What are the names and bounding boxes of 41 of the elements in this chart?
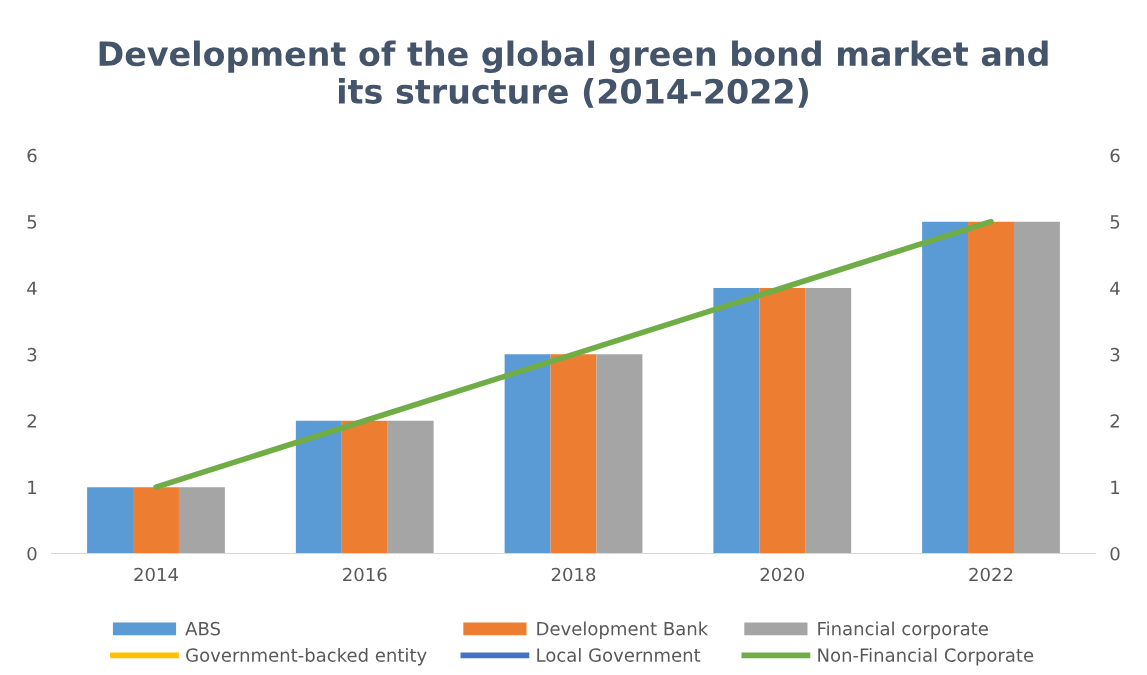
legend-label: Non-Financial Corporate	[818, 647, 1034, 666]
legend-label: Financial corporate	[818, 621, 988, 639]
legend-label: Local Government	[537, 647, 701, 662]
y2-tick-label: 0	[1110, 546, 1120, 561]
y-tick-label: 1	[28, 480, 37, 494]
bar	[295, 420, 342, 554]
bar	[387, 420, 434, 554]
x-tick-label: 2016	[343, 567, 387, 582]
bar	[805, 288, 852, 554]
bar	[713, 288, 760, 554]
x-tick-label: 2014	[134, 567, 178, 582]
bar	[550, 354, 597, 554]
y2-tick-label: 6	[1110, 148, 1120, 163]
bar	[1013, 221, 1060, 554]
x-tick-label: 2022	[969, 567, 1013, 582]
y-tick-label: 4	[27, 281, 37, 295]
bar	[178, 487, 225, 554]
bar	[759, 288, 806, 554]
bar	[968, 221, 1014, 554]
y2-tick-label: 1	[1111, 480, 1120, 494]
chart-title: Development of the global green bond market and its structure (2014-2022)	[99, 40, 1048, 108]
legend-label: Development Bank	[537, 621, 709, 639]
legend-label: ABS	[185, 621, 220, 636]
y2-tick-label: 5	[1110, 215, 1120, 229]
y2-tick-label: 4	[1110, 281, 1120, 295]
y-tick-label: 6	[27, 148, 37, 163]
y2-tick-label: 3	[1110, 347, 1120, 362]
x-tick-label: 2020	[760, 567, 805, 582]
y-tick-label: 5	[27, 215, 37, 229]
legend-label: Government-backed entity	[186, 647, 427, 666]
bar	[596, 354, 643, 554]
y-tick-label: 3	[27, 347, 37, 362]
y2-tick-label: 2	[1110, 414, 1119, 428]
x-tick-label: 2018	[551, 567, 596, 582]
y-tick-label: 2	[27, 414, 36, 428]
bar	[922, 221, 969, 554]
bar	[133, 487, 179, 554]
y-tick-label: 0	[27, 546, 37, 561]
bar	[504, 354, 551, 554]
bar	[87, 487, 134, 554]
bar	[341, 420, 388, 554]
